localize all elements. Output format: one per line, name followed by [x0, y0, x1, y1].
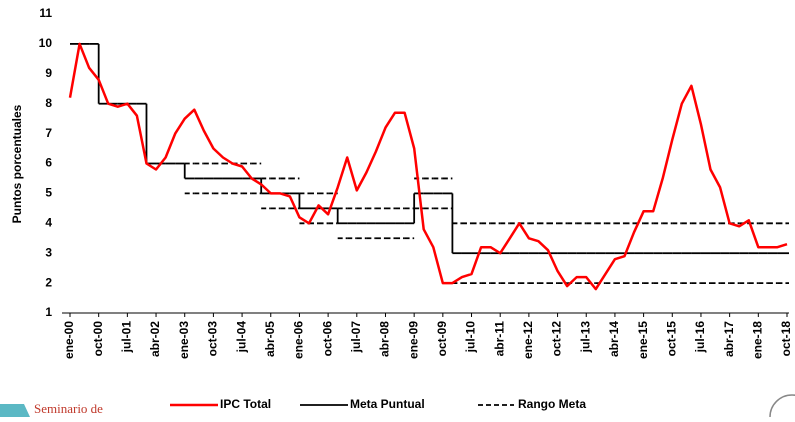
- x-tick-label: ene-06: [292, 321, 306, 359]
- x-tick-label: oct-03: [206, 321, 220, 357]
- y-tick-label: 10: [39, 36, 53, 50]
- x-tick-label: abr-17: [722, 321, 736, 357]
- x-tick-label: oct-06: [320, 321, 334, 357]
- x-tick-label: jul-01: [120, 321, 134, 354]
- x-tick-label: ene-09: [406, 321, 420, 359]
- y-tick-label: 4: [45, 215, 52, 229]
- x-tick-label: abr-08: [378, 321, 392, 357]
- x-tick-label: ene-03: [177, 321, 191, 359]
- x-tick-label: abr-14: [607, 321, 621, 357]
- y-tick-label: 6: [45, 156, 52, 170]
- legend-label: Rango Meta: [518, 397, 586, 411]
- y-tick-label: 1: [45, 305, 52, 319]
- logo-text: Seminario de: [34, 401, 103, 416]
- legend-label: IPC Total: [220, 397, 271, 411]
- x-tick-label: ene-18: [750, 321, 764, 359]
- y-tick-label: 2: [45, 275, 52, 289]
- x-tick-label: ene-00: [62, 321, 76, 359]
- y-tick-label: 5: [45, 186, 52, 200]
- x-tick-label: jul-07: [349, 321, 363, 354]
- y-tick-label: 7: [45, 126, 52, 140]
- x-tick-label: oct-18: [779, 321, 793, 357]
- logo-mark: [0, 404, 30, 417]
- y-tick-label: 3: [45, 245, 52, 259]
- x-tick-label: abr-11: [492, 321, 506, 357]
- seal: [769, 394, 795, 422]
- x-tick-label: jul-16: [693, 321, 707, 354]
- x-tick-label: jul-04: [234, 321, 248, 354]
- ipc-line: [68, 42, 788, 291]
- x-tick-label: oct-09: [435, 321, 449, 357]
- x-tick-label: abr-02: [148, 321, 162, 357]
- x-tick-label: abr-05: [263, 321, 277, 357]
- y-tick-label: 9: [45, 66, 52, 80]
- y-axis-label: Puntos porcentuales: [10, 104, 24, 223]
- x-tick-label: oct-15: [664, 321, 678, 357]
- x-tick-label: jul-13: [578, 321, 592, 354]
- x-tick-label: jul-10: [464, 321, 478, 354]
- y-tick-label: 11: [39, 6, 52, 20]
- legend-label: Meta Puntual: [350, 397, 425, 411]
- x-tick-label: oct-12: [550, 321, 564, 357]
- y-tick-label: 8: [45, 96, 52, 110]
- x-tick-label: ene-15: [636, 321, 650, 359]
- x-tick-label: ene-12: [521, 321, 535, 359]
- x-tick-label: oct-00: [91, 321, 105, 357]
